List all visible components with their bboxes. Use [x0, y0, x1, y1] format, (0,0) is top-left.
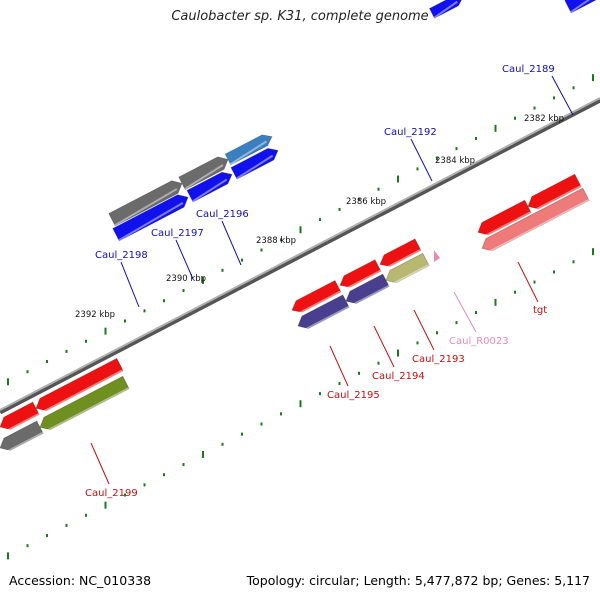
- gene-arrow-sheen: [114, 188, 178, 227]
- gene-arrow-sheen: [530, 185, 582, 213]
- scale-label: 2388 kbp: [256, 236, 296, 246]
- gene-arrow: [112, 194, 189, 242]
- scale-label: 2384 kbp: [435, 156, 475, 166]
- gene-arrow: [291, 279, 342, 313]
- gene-arrow-sheen: [484, 198, 590, 255]
- label-leader: [221, 220, 242, 266]
- gene-label: Caul_2198: [95, 250, 148, 261]
- gene-arrow-sheen: [184, 164, 224, 190]
- gene-arrow-sheen: [348, 284, 390, 308]
- label-leader: [410, 138, 433, 182]
- scale-label: 2382 kbp: [524, 114, 564, 124]
- label-leader: [329, 345, 349, 387]
- label-leader: [90, 442, 110, 485]
- gene-label: Caul_2199: [85, 488, 138, 499]
- backbone-line: [0, 97, 600, 415]
- gene-label: Caul_2195: [327, 390, 380, 401]
- gene-arrow-sheen: [38, 369, 124, 415]
- gene-arrow-sheen: [42, 387, 130, 434]
- backbone-highlight: [0, 97, 600, 411]
- gene-label: Caul_2189: [502, 64, 555, 75]
- genome-summary-text: Topology: circular; Length: 5,477,872 bp…: [246, 573, 590, 588]
- label-leader: [413, 309, 435, 351]
- gene-arrow: [35, 357, 124, 412]
- label-leader: [517, 261, 539, 303]
- gene-label: tgt: [533, 305, 547, 316]
- gene-arrow: [224, 134, 273, 166]
- gene-arrow: [477, 199, 532, 236]
- gene-label: Caul_R0023: [449, 336, 509, 347]
- gene-arrow: [428, 0, 462, 19]
- gene-arrow-sheen: [294, 290, 342, 317]
- map-title: Caulobacter sp. K31, complete genome: [171, 9, 429, 24]
- label-leader: [175, 239, 194, 280]
- gene-arrow: [379, 238, 422, 267]
- gene-arrow-sheen: [118, 201, 184, 242]
- gene-arrow: [564, 0, 597, 14]
- gene-arrow-sheen: [300, 305, 350, 333]
- gene-arrow-sheen: [2, 412, 40, 434]
- gene-arrow: [186, 171, 233, 203]
- gene-arrow: [297, 294, 350, 330]
- gene-arrow: [230, 147, 279, 180]
- gene-arrow-sheen: [2, 431, 44, 455]
- gene-arrow-sheen: [382, 248, 422, 271]
- gene-label: Caul_2194: [372, 371, 425, 382]
- label-leader: [373, 325, 395, 368]
- gene-arrow: [39, 375, 130, 431]
- gene-arrow: [108, 180, 183, 227]
- gene-arrow-sheen: [236, 154, 274, 180]
- gene-arrow: [178, 156, 229, 191]
- gene-arrow-sheen: [388, 264, 430, 287]
- gene-label: Caul_2197: [151, 228, 204, 239]
- gene-arrow: [527, 173, 582, 210]
- label-leader: [551, 75, 574, 116]
- gene-arrow-sheen: [229, 140, 268, 166]
- gene-arrow-sheen: [192, 178, 228, 203]
- gene-arrow-sheen: [570, 0, 591, 14]
- gene-arrow: [339, 259, 382, 288]
- gene-label: Caul_2193: [412, 354, 465, 365]
- gene-arrow-sheen: [342, 269, 382, 292]
- gene-arrow: [385, 252, 430, 284]
- rna-marker: [434, 250, 440, 262]
- gene-arrow-sheen: [433, 0, 458, 19]
- scale-label: 2392 kbp: [75, 310, 115, 320]
- gene-arrow-sheen: [480, 211, 532, 239]
- scale-label: 2390 kbp: [166, 274, 206, 284]
- gene-label: Caul_2196: [196, 209, 249, 220]
- accession-text: Accession: NC_010338: [9, 573, 152, 588]
- label-leader: [120, 261, 140, 308]
- gene-arrow: [481, 187, 590, 252]
- scale-label: 2386 kbp: [346, 197, 386, 207]
- gene-label: Caul_2192: [384, 127, 437, 138]
- label-leader: [453, 291, 477, 333]
